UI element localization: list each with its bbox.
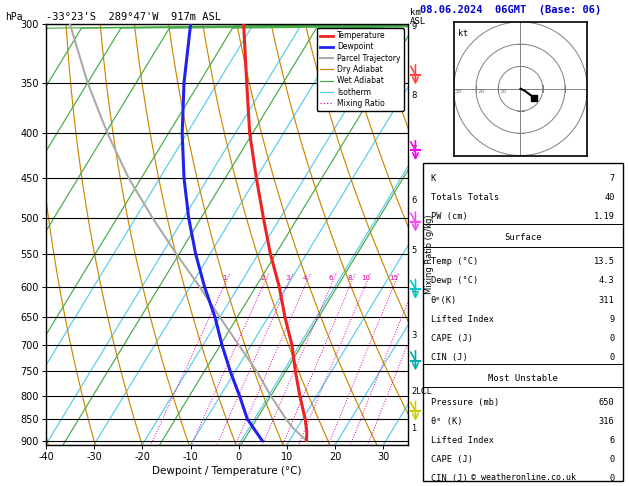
Text: kt: kt (458, 29, 468, 37)
Text: CIN (J): CIN (J) (431, 474, 467, 483)
Text: CAPE (J): CAPE (J) (431, 334, 472, 343)
Text: K: K (431, 174, 436, 183)
Text: Temp (°C): Temp (°C) (431, 258, 478, 266)
Text: 08.06.2024  06GMT  (Base: 06): 08.06.2024 06GMT (Base: 06) (420, 5, 601, 15)
Text: 40: 40 (604, 193, 615, 202)
Text: 10: 10 (499, 89, 507, 94)
Text: -33°23'S  289°47'W  917m ASL: -33°23'S 289°47'W 917m ASL (46, 12, 221, 22)
Text: Pressure (mb): Pressure (mb) (431, 398, 499, 407)
Text: Most Unstable: Most Unstable (487, 374, 558, 383)
Text: 7: 7 (411, 145, 417, 155)
Text: 0: 0 (610, 353, 615, 362)
Text: 3: 3 (411, 331, 417, 341)
Text: 8: 8 (411, 91, 417, 100)
Text: 20: 20 (477, 89, 484, 94)
Text: 2: 2 (261, 275, 265, 280)
Text: 311: 311 (599, 295, 615, 305)
Text: 13.5: 13.5 (594, 258, 615, 266)
Text: 0: 0 (610, 455, 615, 464)
Text: 650: 650 (599, 398, 615, 407)
Text: 30: 30 (455, 89, 462, 94)
Text: 6: 6 (610, 436, 615, 445)
Text: 9: 9 (610, 314, 615, 324)
Text: 10: 10 (361, 275, 370, 280)
Text: CAPE (J): CAPE (J) (431, 455, 472, 464)
Text: Lifted Index: Lifted Index (431, 314, 494, 324)
Text: km
ASL: km ASL (410, 8, 426, 26)
Text: 6: 6 (411, 196, 417, 205)
Text: Dewp (°C): Dewp (°C) (431, 277, 478, 285)
Text: PW (cm): PW (cm) (431, 212, 467, 222)
Text: 15: 15 (389, 275, 398, 280)
Text: © weatheronline.co.uk: © weatheronline.co.uk (471, 473, 576, 482)
Text: 0: 0 (610, 334, 615, 343)
Text: 4: 4 (303, 275, 308, 280)
Text: 1: 1 (222, 275, 226, 280)
Text: 316: 316 (599, 417, 615, 426)
Text: Mixing Ratio (g/kg): Mixing Ratio (g/kg) (425, 214, 434, 294)
Text: 7: 7 (610, 174, 615, 183)
Text: θᵉ (K): θᵉ (K) (431, 417, 462, 426)
Text: θᵉ(K): θᵉ(K) (431, 295, 457, 305)
Text: 0: 0 (610, 474, 615, 483)
Text: CIN (J): CIN (J) (431, 353, 467, 362)
Legend: Temperature, Dewpoint, Parcel Trajectory, Dry Adiabat, Wet Adiabat, Isotherm, Mi: Temperature, Dewpoint, Parcel Trajectory… (316, 28, 404, 111)
X-axis label: Dewpoint / Temperature (°C): Dewpoint / Temperature (°C) (152, 466, 301, 476)
Text: 5: 5 (411, 246, 416, 255)
Text: 1.19: 1.19 (594, 212, 615, 222)
Text: Lifted Index: Lifted Index (431, 436, 494, 445)
Text: 1: 1 (411, 424, 416, 433)
Text: 9: 9 (411, 22, 416, 31)
Text: 8: 8 (348, 275, 352, 280)
Text: 6: 6 (329, 275, 333, 280)
Text: Surface: Surface (504, 233, 542, 243)
Text: 4: 4 (411, 286, 416, 295)
Text: Totals Totals: Totals Totals (431, 193, 499, 202)
Text: hPa: hPa (5, 12, 23, 22)
Text: 4.3: 4.3 (599, 277, 615, 285)
Text: 3: 3 (285, 275, 289, 280)
Text: 2LCL: 2LCL (411, 387, 432, 396)
